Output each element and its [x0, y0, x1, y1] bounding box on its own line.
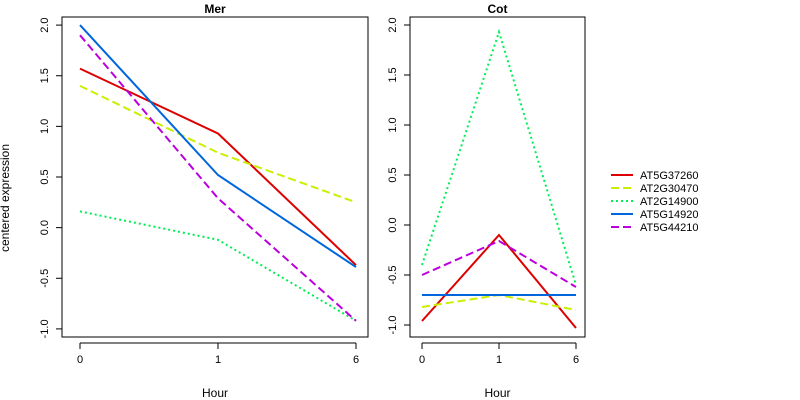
- y-tick-label: 0.0: [387, 217, 399, 232]
- series-line-at5g14920: [79, 24, 357, 268]
- y-tick-label: -1.0: [387, 316, 399, 335]
- series-line-at5g44210: [79, 34, 357, 322]
- y-axis: -1.0 -0.5 0.0 0.5 1.0 1.5 2.0: [387, 17, 410, 334]
- series-line-at2g30470: [421, 293, 577, 311]
- y-tick-label: 1.5: [387, 67, 399, 82]
- x-tick-label: 1: [215, 354, 221, 366]
- plot-frame: [409, 16, 586, 338]
- y-tick-label: 0.0: [39, 220, 51, 235]
- legend: AT5G37260 AT2G30470 AT2G14900 AT5G14920 …: [600, 160, 700, 240]
- legend-label: AT5G37260: [640, 170, 699, 182]
- x-tick-label: 0: [419, 354, 425, 366]
- x-tick-label: 1: [496, 354, 502, 366]
- legend-label: AT2G14900: [640, 196, 699, 208]
- x-axis: 0 1 6: [77, 342, 359, 366]
- x-tick-label: 6: [573, 354, 579, 366]
- y-axis-label: centered expression: [0, 144, 12, 252]
- series-line-at5g44210: [421, 239, 577, 288]
- y-tick-label: 1.0: [387, 117, 399, 132]
- y-axis: -1.0 -0.5 0.0 0.5 1.0 1.5 2.0: [39, 17, 62, 338]
- series-line-at5g37260: [79, 67, 357, 266]
- y-tick-label: 0.5: [39, 169, 51, 184]
- legend-label: AT5G14920: [640, 209, 699, 221]
- panel-cot: Cot Hour -1.0 -0.5 0.0 0.5 1.0 1.5 2.0 0 1 6: [387, 2, 586, 400]
- plot-frame: [61, 16, 369, 338]
- y-tick-label: 1.0: [39, 119, 51, 134]
- panel-title: Mer: [204, 2, 226, 16]
- y-tick-label: 2.0: [387, 17, 399, 32]
- y-tick-label: 0.5: [387, 167, 399, 182]
- y-tick-label: -1.0: [39, 319, 51, 338]
- x-axis-label: Hour: [484, 386, 510, 400]
- x-axis-label: Hour: [202, 386, 228, 400]
- y-tick-label: -0.5: [387, 266, 399, 285]
- panel-mer: Mer Hour -1.0 -0.5 0.0 0.5 1.0 1.5 2.0 0 1 6: [39, 2, 369, 400]
- series-line-at2g14900: [421, 28, 577, 286]
- series-line-at2g30470: [79, 84, 357, 204]
- legend-label: AT5G44210: [640, 222, 699, 234]
- legend-label: AT2G30470: [640, 183, 699, 195]
- series-line-at5g37260: [421, 233, 577, 329]
- y-tick-label: -0.5: [39, 269, 51, 288]
- x-tick-label: 6: [353, 354, 359, 366]
- x-tick-label: 0: [77, 354, 83, 366]
- y-tick-label: 2.0: [39, 17, 51, 32]
- panel-title: Cot: [488, 2, 508, 16]
- series-line-at2g14900: [79, 210, 357, 322]
- x-axis: 0 1 6: [419, 342, 579, 366]
- y-tick-label: 1.5: [39, 68, 51, 83]
